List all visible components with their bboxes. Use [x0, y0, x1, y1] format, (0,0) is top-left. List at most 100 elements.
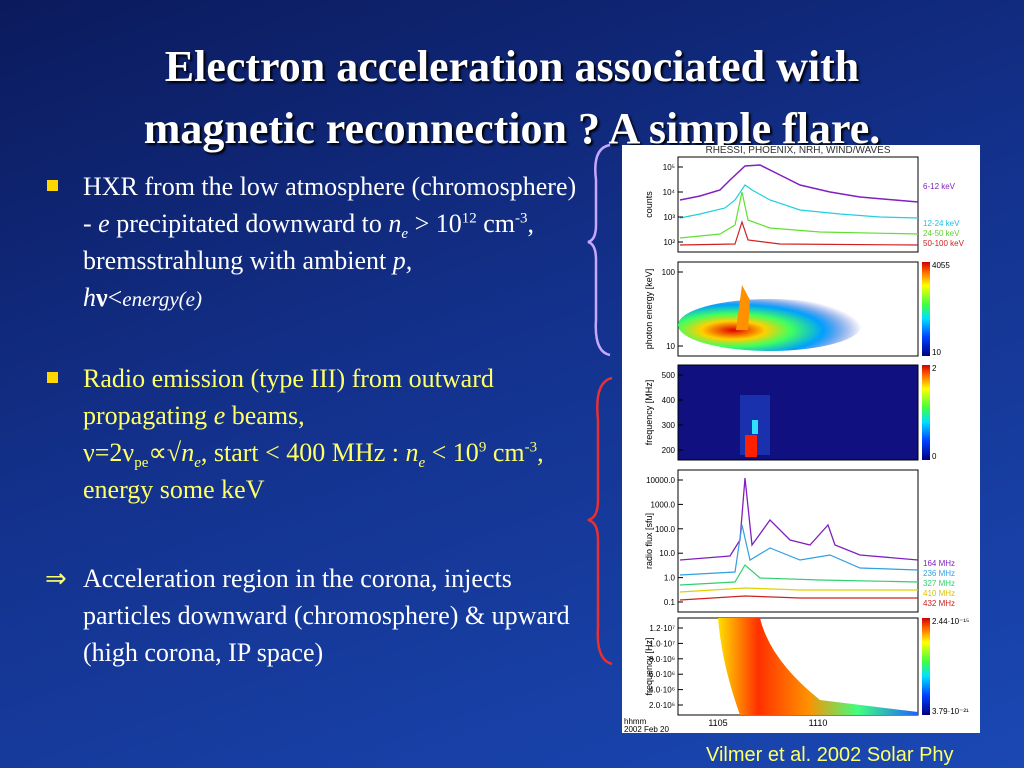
panel-frame: [677, 469, 919, 613]
text: , energy some keV: [83, 438, 544, 504]
text: <: [107, 283, 123, 312]
bullet-marker: [47, 372, 58, 383]
y-tick-label: 300: [662, 421, 676, 430]
bullet: HXR from the low atmosphere (chromospher…: [47, 168, 583, 318]
y-axis-label: frequency [MHz]: [644, 380, 654, 446]
text: cm: [476, 209, 516, 238]
figure-labels: counts 10⁵ 10⁴ 10³ 10² 6-12 keV 12-24 keV24-50…: [624, 163, 969, 734]
text: 9: [478, 439, 487, 456]
curve: [679, 587, 918, 593]
curve: [679, 220, 919, 246]
x-axis-unit: hhmm: [624, 717, 647, 726]
curve: [679, 184, 919, 219]
y-tick-label: 8.0·10⁶: [649, 655, 675, 664]
y-tick-label: 100.0: [655, 525, 676, 534]
heatmap: [736, 285, 750, 330]
text: pe: [134, 455, 149, 472]
text: ν=2ν: [83, 438, 135, 467]
text: p,: [392, 246, 413, 275]
text: e: [213, 401, 226, 430]
y-tick-label: 10²: [663, 238, 675, 247]
text: n: [405, 438, 419, 467]
slide-title: Electron acceleration associated with ma…: [0, 36, 1024, 160]
curve: [679, 564, 919, 586]
y-tick-label: 10.0: [659, 549, 675, 558]
y-tick-label: 0.1: [664, 598, 676, 607]
heatmap: [678, 299, 862, 351]
colorbar-label: 2: [932, 364, 937, 373]
colorbar: [922, 618, 930, 715]
legend-entry: 410 MHz: [923, 589, 955, 598]
colorbar-label: 4055: [932, 261, 950, 270]
y-tick-label: 1.2·10⁷: [649, 624, 675, 633]
text: energy(e): [122, 287, 202, 311]
y-tick-label: 10000.0: [646, 476, 675, 485]
heatmap: [718, 618, 918, 715]
bullet-marker: [47, 180, 58, 191]
text: < 10: [425, 438, 479, 467]
y-tick-label: 1.0·10⁷: [649, 639, 675, 648]
text: h: [83, 283, 96, 312]
y-axis-label: frequency [Hz]: [644, 637, 654, 695]
curve: [679, 164, 919, 203]
y-tick-label: 10⁵: [663, 163, 675, 172]
brace: [587, 143, 611, 357]
y-tick-label: 1000.0: [651, 500, 676, 509]
y-tick-label: 400: [662, 396, 676, 405]
y-tick-label: 10³: [663, 213, 675, 222]
y-tick-label: 10: [666, 342, 675, 351]
colorbar: [922, 262, 930, 356]
text: e: [98, 209, 110, 238]
y-tick-label: 2.0·10⁶: [649, 701, 675, 710]
text: e: [194, 455, 201, 472]
bullet: Radio emission (type III) from outward p…: [47, 360, 583, 508]
curve: [679, 477, 919, 561]
text: 12: [461, 210, 477, 227]
bullet: ⇒ Acceleration region in the corona, inj…: [45, 560, 583, 671]
colorbar: [922, 365, 930, 460]
y-tick-label: 100: [662, 268, 676, 277]
colorbar-label: 10: [932, 348, 941, 357]
text: e: [418, 455, 426, 472]
colorbar-label: 0: [932, 452, 937, 461]
y-axis-label: photon energy [keV]: [644, 269, 654, 350]
text: HXR from the low atmosphere (chromospher…: [83, 172, 577, 238]
text: -3: [515, 210, 528, 227]
panel-frame: [677, 156, 919, 253]
text: beams,: [225, 401, 305, 430]
y-tick-label: 200: [662, 446, 676, 455]
text: Acceleration region in the corona, injec…: [83, 564, 570, 667]
legend-entry: 24-50 keV: [923, 229, 960, 238]
colorbar-label: 3.79·10⁻²¹: [932, 707, 969, 716]
text: precipitated downward to: [109, 209, 389, 238]
text: ν: [96, 283, 108, 312]
text: e: [401, 226, 409, 243]
text: n: [181, 438, 195, 467]
y-axis-label: radio flux [sfu]: [644, 513, 654, 569]
text: ∝√: [148, 438, 182, 467]
legend-entry: 236 MHz: [923, 569, 955, 578]
title-line: magnetic reconnection ? A simple flare.: [143, 104, 881, 153]
y-tick-label: 6.0·10⁶: [649, 670, 675, 679]
y-tick-label: 4.0·10⁶: [649, 686, 675, 695]
legend-entry: 327 MHz: [923, 579, 955, 588]
brace: [587, 376, 613, 666]
text: , start < 400 MHz :: [200, 438, 406, 467]
legend-entry: 6-12 keV: [923, 182, 956, 191]
legend-entry: 164 MHz: [923, 559, 955, 568]
y-axis-label: counts: [644, 191, 654, 218]
x-tick-label: 1105: [708, 718, 727, 728]
y-tick-label: 10⁴: [663, 188, 676, 197]
y-tick-label: 500: [662, 371, 676, 380]
text: cm: [486, 438, 525, 467]
curve: [679, 524, 919, 576]
colorbar-label: 2.44·10⁻¹⁵: [932, 617, 969, 626]
text: n: [388, 209, 402, 238]
curve: [679, 595, 918, 601]
y-tick-label: 1.0: [664, 574, 676, 583]
text: Radio emission (type III) from outward p…: [83, 364, 494, 430]
panel-frame: [677, 364, 919, 461]
legend-entry: 432 MHz: [923, 599, 955, 608]
